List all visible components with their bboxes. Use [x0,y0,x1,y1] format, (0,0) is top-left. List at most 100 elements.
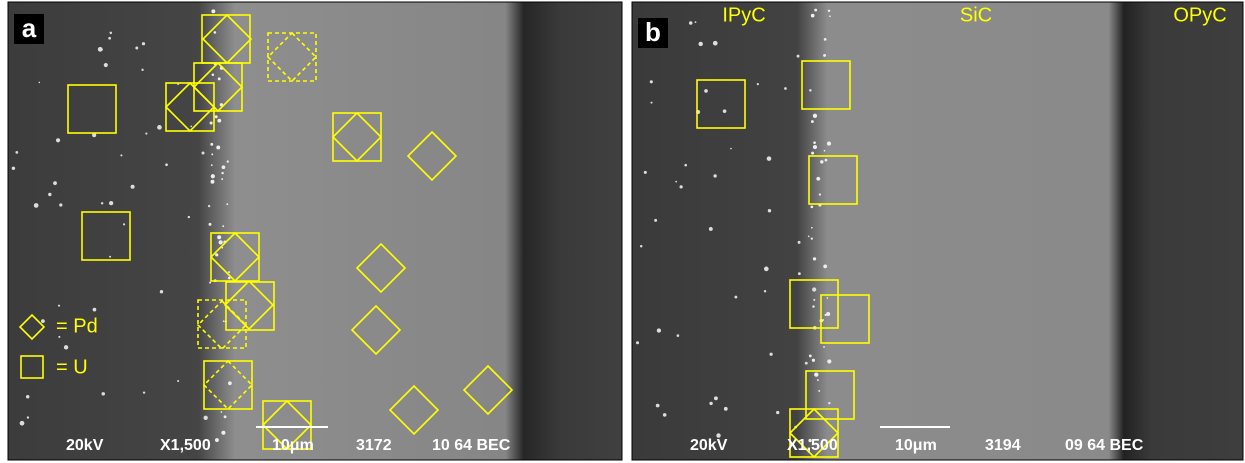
speck [208,205,210,207]
speck [813,141,816,144]
speck [636,341,639,344]
speck [224,415,227,418]
speck [190,126,192,128]
speck [157,125,162,130]
speck [123,223,125,225]
speck [820,160,823,163]
speck [640,245,642,247]
speck [827,359,831,363]
speck [59,203,62,206]
speck [108,37,111,40]
speck [813,299,815,301]
speck [214,31,217,34]
speck [827,142,831,146]
speck [663,413,667,417]
speck [770,353,773,356]
speck [816,177,820,181]
speck [131,185,135,189]
speck [218,77,221,80]
panel-label: b [645,17,661,47]
speck [819,193,821,195]
speck [695,21,697,23]
speck [215,438,219,442]
speck [141,69,143,71]
info-text: 20kV [66,437,104,454]
speck [56,138,60,142]
speck [120,154,122,156]
figure: a b = Pd = U IPyC SiC OPyC 20kV X1,500 1… [0,0,1245,463]
speck [212,73,215,76]
speck [20,421,25,426]
speck [713,41,718,46]
speck [823,346,825,348]
speck [657,328,661,332]
speck [202,151,205,154]
speck [811,14,815,18]
speck [209,223,212,226]
info-text: 10μm [272,437,314,454]
speck [210,121,213,124]
speck [102,392,105,395]
speck [93,308,97,312]
speck [26,395,29,398]
speck [798,241,801,244]
speck [215,253,218,256]
speck [811,227,813,229]
speck [188,216,190,218]
speck [98,47,103,52]
speck [677,334,680,337]
speck [216,146,220,150]
speck [135,47,138,50]
speck [823,54,826,57]
speck [34,203,39,208]
speck [109,201,113,205]
speck [226,203,228,205]
speck [784,87,787,90]
speck [723,109,727,113]
speck [767,156,772,161]
speck [812,305,814,307]
info-text: 10 64 BEC [432,437,511,454]
speck [714,396,718,400]
info-text: 3172 [356,437,392,454]
info-text: 09 64 BEC [1065,437,1144,454]
speck [48,193,51,196]
speck [27,416,29,418]
layer-label: OPyC [1173,4,1226,26]
speck [650,80,653,83]
speck [64,345,68,349]
speck [165,163,168,166]
speck [210,143,213,146]
speck [101,202,103,204]
speck [104,63,108,67]
speck [824,38,827,41]
info-text: 10μm [895,437,937,454]
speck [222,225,224,227]
speck [217,119,221,123]
speck [684,164,687,167]
speck [228,271,230,273]
speck [228,381,232,385]
speck [811,238,813,240]
speck [813,114,817,118]
speck [221,411,223,413]
speck [41,319,45,323]
speck [824,150,826,152]
speck [829,15,831,17]
speck [704,89,708,93]
speck [814,372,818,376]
speck [709,227,713,231]
speck [822,319,824,321]
speck [713,174,716,177]
speck [797,55,800,58]
speck [222,165,226,169]
info-text: 3194 [985,437,1021,454]
speck [679,185,682,188]
speck [211,164,213,166]
speck [39,82,41,84]
speck [709,402,712,405]
speck [142,42,145,45]
speck [810,206,813,209]
speck [828,10,830,12]
speck [818,390,820,392]
